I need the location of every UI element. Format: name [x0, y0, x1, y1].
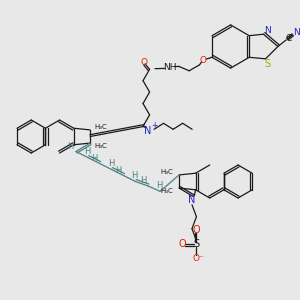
Text: O: O	[141, 58, 148, 67]
Text: N: N	[293, 28, 300, 37]
Text: S: S	[194, 239, 200, 249]
Text: H₃C: H₃C	[95, 124, 107, 130]
Text: NH: NH	[163, 63, 177, 72]
Text: H: H	[140, 176, 146, 185]
Text: H₃C: H₃C	[160, 169, 173, 175]
Text: H: H	[132, 171, 138, 180]
Text: O⁻: O⁻	[192, 254, 204, 263]
Text: H: H	[156, 181, 163, 190]
Text: H: H	[108, 159, 114, 168]
Text: O: O	[193, 225, 200, 235]
Text: C: C	[286, 34, 292, 43]
Text: H: H	[84, 147, 90, 156]
Text: N: N	[144, 126, 151, 136]
Text: N: N	[188, 195, 196, 205]
Text: +: +	[151, 121, 157, 130]
Text: H: H	[91, 154, 98, 163]
Text: H₃C: H₃C	[160, 188, 173, 194]
Text: H: H	[67, 142, 74, 151]
Text: S: S	[264, 59, 270, 69]
Text: O: O	[200, 56, 207, 65]
Text: N: N	[265, 26, 271, 35]
Text: O: O	[178, 239, 186, 249]
Text: H: H	[115, 166, 121, 175]
Text: H₃C: H₃C	[95, 143, 107, 149]
